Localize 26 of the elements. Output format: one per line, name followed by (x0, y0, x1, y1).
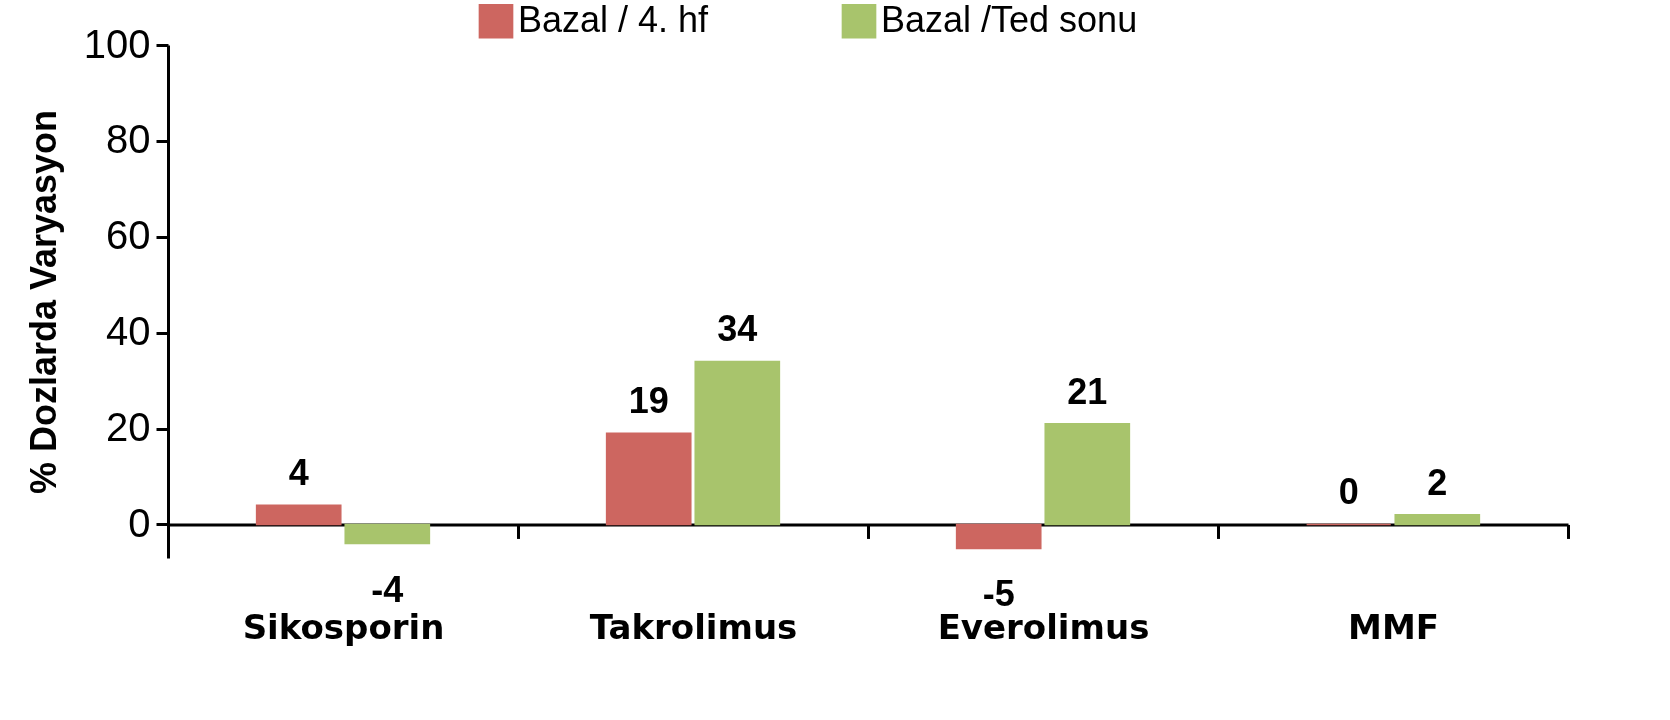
legend-label: Bazal / 4. hf (518, 0, 710, 41)
legend-label: Bazal /Ted sonu (881, 0, 1138, 41)
bar (605, 432, 692, 526)
bar (1044, 423, 1131, 526)
bar (344, 523, 431, 545)
bar (1394, 514, 1481, 526)
data-label: -4 (371, 568, 404, 610)
y-tick-label: 100 (83, 21, 151, 66)
y-tick-label: 20 (106, 405, 151, 450)
data-label: 0 (1338, 471, 1359, 513)
x-tick-label: Sikosporin (242, 607, 445, 648)
data-label: 21 (1067, 370, 1108, 412)
y-tick-label: 0 (128, 500, 151, 545)
bar (694, 360, 781, 526)
bar (255, 504, 342, 526)
y-axis-title: % Dozlarda Varyasyon (22, 109, 64, 495)
y-tick-label: 60 (106, 213, 151, 258)
data-label: 19 (628, 380, 669, 422)
data-label: 34 (717, 308, 758, 350)
y-tick-label: 80 (106, 117, 151, 162)
x-tick-label: MMF (1348, 607, 1439, 648)
bar (955, 523, 1042, 550)
data-label: 2 (1427, 461, 1448, 503)
y-tick-label: 40 (106, 309, 151, 354)
data-label: 4 (288, 452, 309, 494)
x-tick-label: Takrolimus (589, 607, 798, 648)
